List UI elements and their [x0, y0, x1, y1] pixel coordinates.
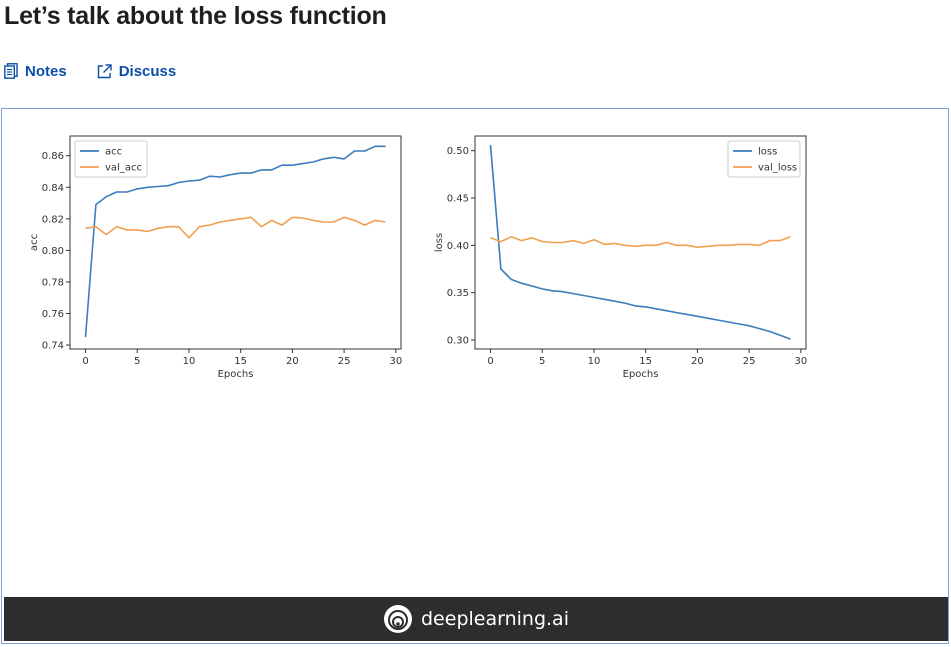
- legend-box: [727, 140, 801, 178]
- x-tick-label: 5: [134, 356, 140, 367]
- notes-label: Notes: [25, 62, 67, 80]
- notes-icon: [4, 63, 18, 79]
- series-line-loss: [489, 144, 791, 340]
- notes-button[interactable]: Notes: [4, 63, 67, 80]
- y-tick-label: 0.30: [447, 336, 469, 347]
- x-tick-label: 5: [539, 356, 545, 367]
- legend-label: loss: [758, 147, 777, 158]
- x-tick-label: 25: [338, 356, 351, 367]
- deeplearning-logo-icon: [384, 605, 412, 633]
- discuss-label: Discuss: [118, 62, 177, 80]
- accuracy-chart: 0 5 10 15 20 25 30 0.74 0.76 0.78 0.80 0.82 0.84 0.86…: [24, 129, 414, 394]
- lecture-slide: 0 5 10 15 20 25 30 0.74 0.76 0.78 0.80 0.82 0.84 0.86…: [1, 108, 949, 644]
- x-tick-label: 30: [794, 356, 807, 367]
- x-tick-label: 20: [691, 356, 704, 367]
- legend-label: val_loss: [758, 163, 797, 174]
- y-tick-label: 0.86: [42, 151, 64, 162]
- loss-chart: 0 5 10 15 20 25 30 0.30 0.35 0.40 0.45 0.50 Epochs lo…: [429, 129, 819, 394]
- accuracy-chart-svg: 0 5 10 15 20 25 30 0.74 0.76 0.78 0.80 0.82 0.84 0.86…: [29, 135, 402, 380]
- lecture-actions: Notes Discuss: [4, 61, 206, 81]
- series-line-val-acc: [85, 216, 386, 239]
- x-tick-label: 15: [234, 356, 247, 367]
- y-tick-label: 0.78: [42, 277, 64, 288]
- page-title: Let’s talk about the loss function: [4, 2, 387, 30]
- discuss-button[interactable]: Discuss: [97, 62, 177, 80]
- brand-name: deeplearning.ai: [421, 608, 569, 630]
- y-tick-label: 0.80: [42, 246, 64, 257]
- x-tick-label: 25: [743, 356, 756, 367]
- x-tick-label: 0: [82, 356, 88, 367]
- x-tick-label: 10: [183, 356, 196, 367]
- x-axis-label: Epochs: [218, 369, 254, 380]
- y-tick-label: 0.50: [447, 146, 469, 157]
- legend-box: [74, 140, 148, 178]
- y-tick-label: 0.76: [42, 309, 64, 320]
- series-line-acc: [84, 145, 386, 338]
- y-tick-label: 0.45: [447, 194, 469, 205]
- y-tick-label: 0.74: [42, 341, 64, 352]
- y-tick-label: 0.84: [42, 183, 64, 194]
- x-tick-label: 15: [639, 356, 652, 367]
- slide-footer: deeplearning.ai: [4, 597, 948, 641]
- y-tick-label: 0.82: [42, 214, 64, 225]
- x-tick-label: 10: [588, 356, 601, 367]
- series-line-val-loss: [490, 236, 791, 248]
- loss-chart-svg: 0 5 10 15 20 25 30 0.30 0.35 0.40 0.45 0.50 Epochs lo…: [434, 135, 807, 380]
- y-axis-label: loss: [434, 233, 445, 252]
- y-axis-label: acc: [29, 234, 40, 251]
- x-tick-label: 30: [389, 356, 402, 367]
- y-tick-label: 0.40: [447, 241, 469, 252]
- y-tick-label: 0.35: [447, 288, 469, 299]
- x-tick-label: 20: [286, 356, 299, 367]
- legend-label: val_acc: [105, 163, 142, 174]
- x-tick-label: 0: [487, 356, 493, 367]
- x-axis-label: Epochs: [623, 369, 659, 380]
- external-link-icon: [97, 63, 112, 78]
- legend-label: acc: [105, 147, 122, 158]
